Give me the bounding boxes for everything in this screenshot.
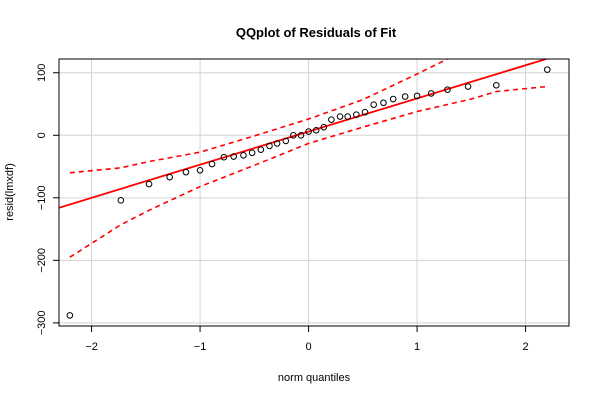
x-tick-label: 0 bbox=[306, 341, 312, 353]
data-point bbox=[401, 93, 409, 100]
data-point bbox=[413, 92, 421, 100]
data-point bbox=[297, 131, 305, 139]
x-tick-label: −2 bbox=[85, 341, 98, 353]
confidence-band-lower bbox=[69, 85, 548, 258]
y-tick-label: −100 bbox=[36, 185, 48, 210]
data-point bbox=[266, 142, 273, 150]
data-point bbox=[361, 108, 369, 116]
reference-line-group bbox=[59, 59, 550, 209]
data-point bbox=[464, 83, 472, 90]
data-point bbox=[344, 113, 351, 120]
x-tick-label: 1 bbox=[414, 341, 420, 353]
data-point bbox=[273, 140, 281, 147]
y-axis-label: resid(lmxdf) bbox=[4, 163, 16, 220]
data-point bbox=[492, 81, 500, 89]
data-point bbox=[305, 128, 312, 135]
data-point bbox=[248, 149, 256, 157]
data-point bbox=[543, 66, 551, 73]
chart-title: QQplot of Residuals of Fit bbox=[236, 25, 397, 40]
x-axis: −2 −1 0 1 2 bbox=[85, 326, 529, 353]
confidence-band bbox=[69, 59, 548, 258]
y-tick-label: −200 bbox=[36, 248, 48, 273]
data-point bbox=[320, 123, 328, 131]
data-point bbox=[230, 153, 238, 160]
data-point bbox=[220, 153, 228, 161]
data-points bbox=[66, 66, 551, 319]
y-tick-label: −300 bbox=[36, 310, 48, 335]
plot-frame bbox=[58, 58, 570, 327]
grid-lines bbox=[59, 59, 569, 326]
data-point bbox=[240, 151, 247, 159]
data-point bbox=[370, 101, 377, 108]
data-point bbox=[196, 167, 204, 174]
y-tick-label: 100 bbox=[36, 64, 48, 82]
data-point bbox=[117, 197, 125, 204]
y-axis: −300 −200 −100 0 100 bbox=[36, 64, 59, 335]
x-axis-label: norm quantiles bbox=[278, 372, 351, 384]
data-point bbox=[353, 111, 360, 118]
reference-line bbox=[59, 59, 550, 209]
data-point bbox=[208, 160, 216, 168]
x-tick-label: −1 bbox=[194, 341, 207, 353]
x-tick-label: 2 bbox=[523, 341, 529, 353]
data-point bbox=[389, 95, 397, 103]
y-tick-label: 0 bbox=[36, 132, 48, 138]
data-point bbox=[166, 173, 173, 181]
data-point bbox=[182, 168, 190, 176]
data-point bbox=[336, 113, 344, 120]
data-point bbox=[380, 99, 387, 107]
data-point bbox=[312, 126, 320, 134]
data-point bbox=[257, 146, 265, 153]
data-point bbox=[444, 86, 451, 93]
confidence-band-upper bbox=[69, 59, 448, 174]
data-point bbox=[427, 90, 435, 97]
data-point bbox=[282, 137, 290, 145]
data-point bbox=[290, 131, 297, 139]
data-point bbox=[66, 312, 74, 319]
data-point bbox=[145, 180, 153, 188]
data-point bbox=[328, 116, 335, 123]
